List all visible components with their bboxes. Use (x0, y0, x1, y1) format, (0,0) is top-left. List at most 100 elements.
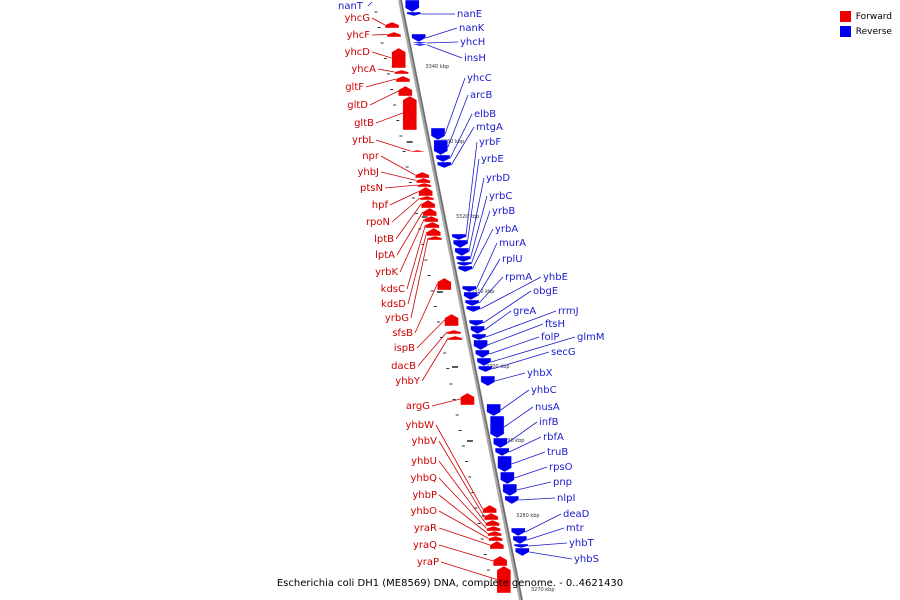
forward-gene-label: yhcD (345, 47, 371, 58)
reverse-gene-leader (518, 497, 556, 501)
forward-gene-label: yraR (414, 523, 437, 534)
forward-gene-feature (444, 313, 459, 327)
reverse-gene-leader (526, 527, 565, 541)
forward-gene-feature (386, 31, 402, 38)
forward-gene-label: hpf (372, 200, 389, 211)
forward-gene-leader (371, 51, 392, 59)
reverse-gene-label: deaD (563, 509, 590, 520)
forward-gene-feature (395, 75, 411, 83)
forward-gene-label: yhbY (395, 376, 421, 387)
reverse-gene-label: rplU (502, 254, 523, 265)
reverse-gene-feature (512, 535, 528, 545)
forward-gene-leader (438, 460, 486, 524)
reverse-gene-feature (513, 543, 529, 549)
reverse-gene-label: yrbC (489, 191, 512, 202)
forward-gene-label: yhcF (346, 30, 370, 41)
reverse-gene-feature (486, 403, 501, 417)
reverse-gene-feature (433, 139, 448, 156)
reverse-gene-feature (463, 291, 478, 301)
reverse-gene-leader (469, 195, 488, 260)
forward-gene-leader (389, 191, 419, 206)
legend-reverse: Reverse (839, 24, 892, 39)
reverse-gene-feature (497, 455, 512, 473)
reverse-gene-leader (367, 1, 373, 7)
forward-gene-feature (486, 525, 501, 532)
reverse-gene-label: infB (539, 417, 559, 428)
reverse-gene-label: yhbT (569, 538, 595, 549)
reverse-gene-feature (493, 437, 508, 449)
reverse-gene-feature (464, 299, 480, 307)
reverse-gene-feature (511, 527, 526, 537)
forward-gene-leader (438, 527, 491, 546)
forward-gene-feature (422, 207, 437, 217)
reverse-gene-leader (507, 421, 538, 444)
reverse-swatch (839, 26, 851, 37)
reverse-gene-leader (529, 551, 573, 560)
forward-gene-leader (369, 90, 399, 106)
reverse-gene-label: insH (464, 53, 486, 64)
forward-gene-leader (371, 34, 387, 36)
forward-gene-label: gltB (354, 118, 374, 129)
forward-gene-leader (406, 224, 426, 290)
reverse-gene-label: nusA (535, 402, 560, 413)
reverse-gene-leader (528, 542, 568, 547)
forward-gene-leader (380, 171, 417, 181)
reverse-gene-leader (449, 113, 473, 159)
forward-gene-feature (384, 21, 400, 29)
reverse-gene-feature (457, 261, 472, 267)
forward-gene-leader (417, 331, 448, 367)
forward-gene-feature (489, 540, 505, 550)
forward-gene-feature (426, 227, 441, 237)
forward-gene-feature (496, 565, 512, 594)
forward-gene-leader (380, 155, 416, 176)
reverse-gene-feature (411, 33, 426, 43)
reverse-gene-label: mtr (566, 523, 585, 534)
forward-gene-leader (395, 203, 422, 240)
legend-forward-label: Forward (855, 11, 892, 22)
reverse-gene-label: murA (499, 238, 526, 249)
forward-gene-feature (485, 519, 500, 527)
reverse-gene-label: yrbE (481, 154, 504, 165)
reverse-gene-feature (468, 319, 484, 327)
forward-gene-label: lptB (374, 234, 394, 245)
forward-gene-label: argG (406, 401, 430, 412)
reverse-gene-leader (490, 336, 576, 363)
forward-gene-leader (391, 197, 421, 223)
reverse-gene-label: truB (547, 447, 568, 458)
forward-gene-leader (421, 337, 449, 382)
forward-gene-feature (402, 95, 417, 131)
forward-gene-label: yhbW (406, 420, 435, 431)
reverse-gene-feature (476, 357, 492, 367)
reverse-gene-leader (484, 310, 512, 331)
reverse-gene-leader (508, 436, 542, 453)
reverse-gene-label: greA (513, 306, 536, 317)
forward-gene-feature (391, 47, 406, 69)
forward-gene-feature (394, 69, 409, 75)
reverse-gene-label: ftsH (545, 319, 565, 330)
reverse-gene-label: yhbS (574, 554, 599, 565)
forward-gene-feature (427, 235, 443, 241)
reverse-gene-feature (504, 495, 520, 505)
forward-gene-leader (365, 78, 397, 88)
position-tick-label: 3310 kbp (471, 289, 495, 295)
position-tick-label: 3270 kbp (531, 587, 555, 593)
forward-gene-feature (492, 555, 508, 567)
forward-gene-feature (487, 530, 502, 537)
position-tick-label: 3330 kbp (441, 139, 465, 145)
forward-gene-label: gltD (347, 100, 368, 111)
forward-gene-leader (438, 544, 494, 562)
position-tick-label: 3320 kbp (456, 214, 480, 220)
reverse-gene-feature (406, 11, 422, 17)
forward-gene-label: rpoN (366, 217, 390, 228)
forward-gene-label: gltF (345, 82, 364, 93)
reverse-gene-leader (503, 406, 534, 428)
forward-gene-leader (375, 139, 411, 152)
forward-gene-label: ispB (394, 343, 415, 354)
reverse-gene-leader (426, 44, 463, 59)
reverse-gene-leader (525, 513, 562, 533)
forward-gene-label: yhbP (412, 490, 437, 501)
reverse-gene-feature (478, 365, 493, 373)
forward-swatch (839, 11, 851, 22)
reverse-gene-leader (426, 41, 459, 44)
reverse-gene-label: yhbX (527, 368, 553, 379)
